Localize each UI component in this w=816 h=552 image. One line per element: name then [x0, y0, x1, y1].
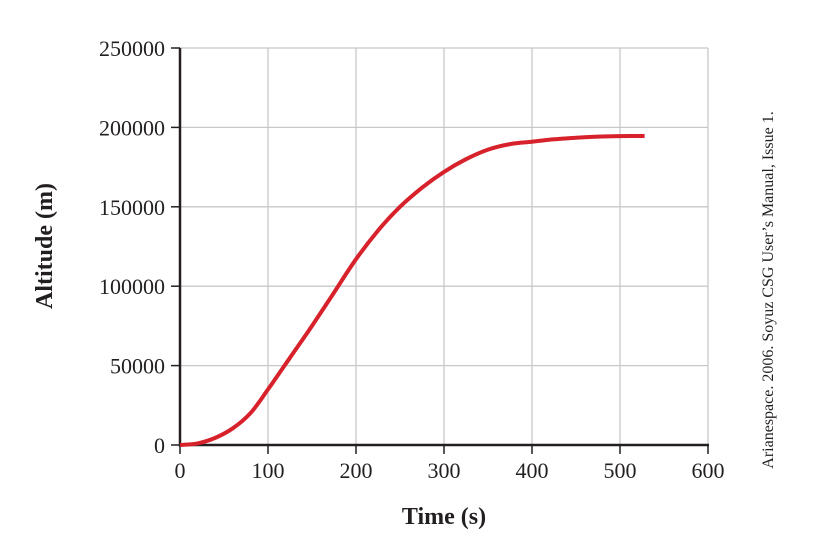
y-tick-label: 250000	[99, 36, 165, 61]
source-note: Arianespace. 2006. Soyuz CSG User’s Manu…	[760, 111, 777, 468]
altitude-line	[179, 134, 645, 447]
x-tick-label: 200	[340, 458, 373, 483]
y-axis-title: Altitude (m)	[32, 183, 58, 309]
y-tick-label: 100000	[99, 274, 165, 299]
x-tick-label: 600	[692, 458, 725, 483]
y-tick-label: 50000	[110, 354, 165, 379]
y-tick-label: 200000	[99, 115, 165, 140]
x-tick-label: 300	[428, 458, 461, 483]
x-tick-label: 500	[604, 458, 637, 483]
x-axis-title: Time (s)	[402, 504, 486, 530]
x-tick-label: 400	[516, 458, 549, 483]
tick-labels: 0 100 200 300 400 500 600 0 50000 100000 150000 200…	[99, 36, 725, 483]
y-tick-label: 150000	[99, 195, 165, 220]
x-tick-label: 0	[175, 458, 186, 483]
y-tick-label: 0	[154, 433, 165, 458]
axes	[171, 47, 709, 454]
x-tick-label: 100	[252, 458, 285, 483]
grid-lines	[180, 47, 709, 445]
